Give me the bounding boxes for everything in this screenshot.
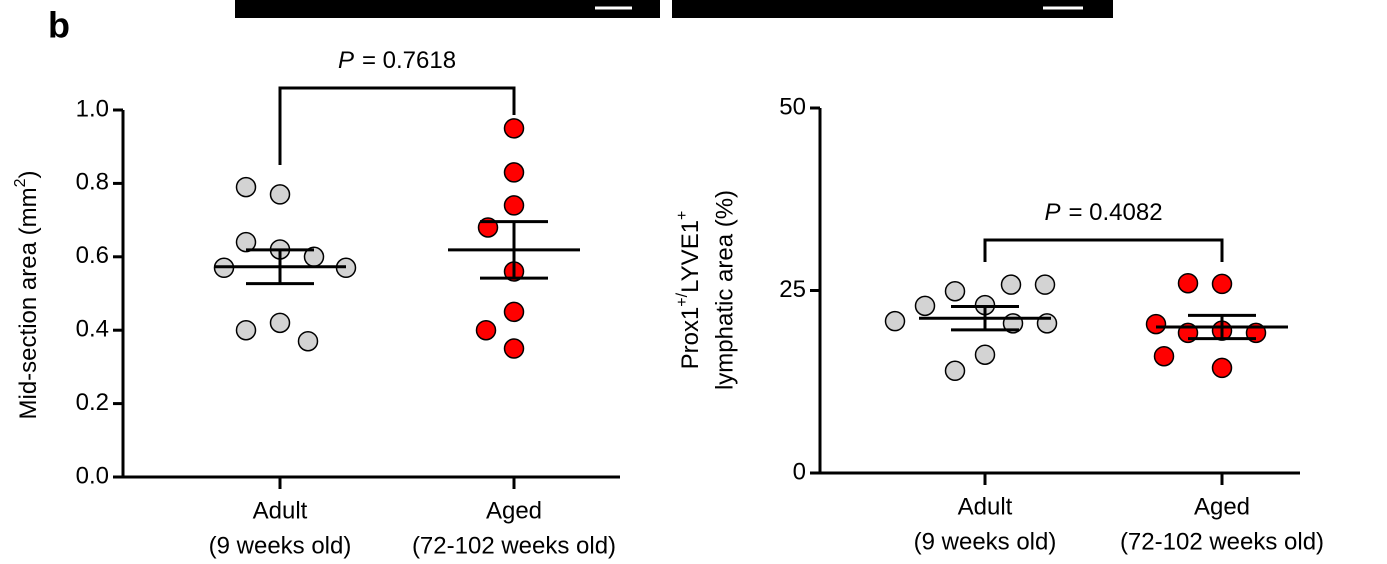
data-point: [886, 312, 905, 331]
data-point: [505, 119, 524, 138]
y-label-group: Mid-section area (mm2): [12, 171, 42, 420]
p-text: = 0.7618: [362, 47, 456, 74]
y-label-sup: +/: [674, 292, 691, 306]
data-point: [271, 313, 290, 332]
y-label-part: ): [15, 171, 42, 179]
figure: b 0.0 0.2 0.4 0.6 0.8 1.0 Mid-section area (mm…: [0, 0, 1387, 564]
significance-bracket: [985, 240, 1222, 262]
data-point: [505, 196, 524, 215]
p-value: P = 0.4082: [1044, 199, 1162, 226]
x-tick-label: Adult: [253, 497, 308, 524]
data-point: [1213, 274, 1232, 293]
y-label: Mid-section area (mm2): [12, 171, 42, 420]
data-point: [1179, 274, 1198, 293]
x-tick-label: Adult: [958, 493, 1013, 520]
p-text: = 0.4082: [1068, 199, 1162, 226]
x-tick-label: Aged: [486, 497, 542, 524]
data-point: [1038, 314, 1057, 333]
data-point: [1036, 275, 1055, 294]
y-tick-label: 0.6: [76, 242, 109, 269]
p-symbol: P: [1044, 199, 1060, 226]
data-point: [299, 332, 318, 351]
y-label-sup: 2: [12, 178, 29, 187]
y-tick-label: 0.0: [76, 462, 109, 489]
y-tick-label: 25: [779, 276, 806, 303]
x-tick-sublabel: (9 weeks old): [209, 532, 352, 559]
data-point: [505, 339, 524, 358]
data-point: [946, 361, 965, 380]
data-point: [916, 296, 935, 315]
data-point: [505, 163, 524, 182]
data-point: [946, 282, 965, 301]
data-point: [1147, 315, 1166, 334]
y-label-group: Prox1+/LYVE1+ lymphatic area (%): [674, 190, 738, 390]
y-tick-label: 0.8: [76, 169, 109, 196]
y-tick-label: 0.2: [76, 389, 109, 416]
data-point: [237, 178, 256, 197]
data-point: [1002, 275, 1021, 294]
y-tick-label: 1.0: [76, 95, 109, 122]
data-point: [237, 321, 256, 340]
x-tick-label: Aged: [1194, 493, 1250, 520]
x-tick-sublabel: (72-102 weeks old): [412, 532, 616, 559]
y-label: lymphatic area (%): [711, 190, 738, 390]
y-label-part: Mid-section area (mm: [15, 187, 42, 419]
y-tick-label: 50: [779, 93, 806, 120]
data-point: [976, 345, 995, 364]
data-point: [1155, 347, 1174, 366]
p-value: P = 0.7618: [338, 47, 456, 74]
x-tick-sublabel: (72-102 weeks old): [1120, 528, 1324, 555]
data-point: [505, 302, 524, 321]
y-tick-label: 0: [793, 458, 806, 485]
data-point: [477, 321, 496, 340]
y-label-part: Prox1: [677, 307, 704, 370]
data-point: [1213, 358, 1232, 377]
significance-bracket: [280, 88, 514, 165]
y-label-part: LYVE1: [677, 220, 704, 293]
y-label-sup: +: [674, 211, 691, 220]
panel-label: b: [48, 5, 70, 46]
data-point: [271, 185, 290, 204]
y-tick-label: 0.4: [76, 316, 109, 343]
x-tick-sublabel: (9 weeks old): [914, 528, 1057, 555]
p-symbol: P: [338, 47, 354, 74]
y-label: Prox1+/LYVE1+: [674, 211, 704, 370]
